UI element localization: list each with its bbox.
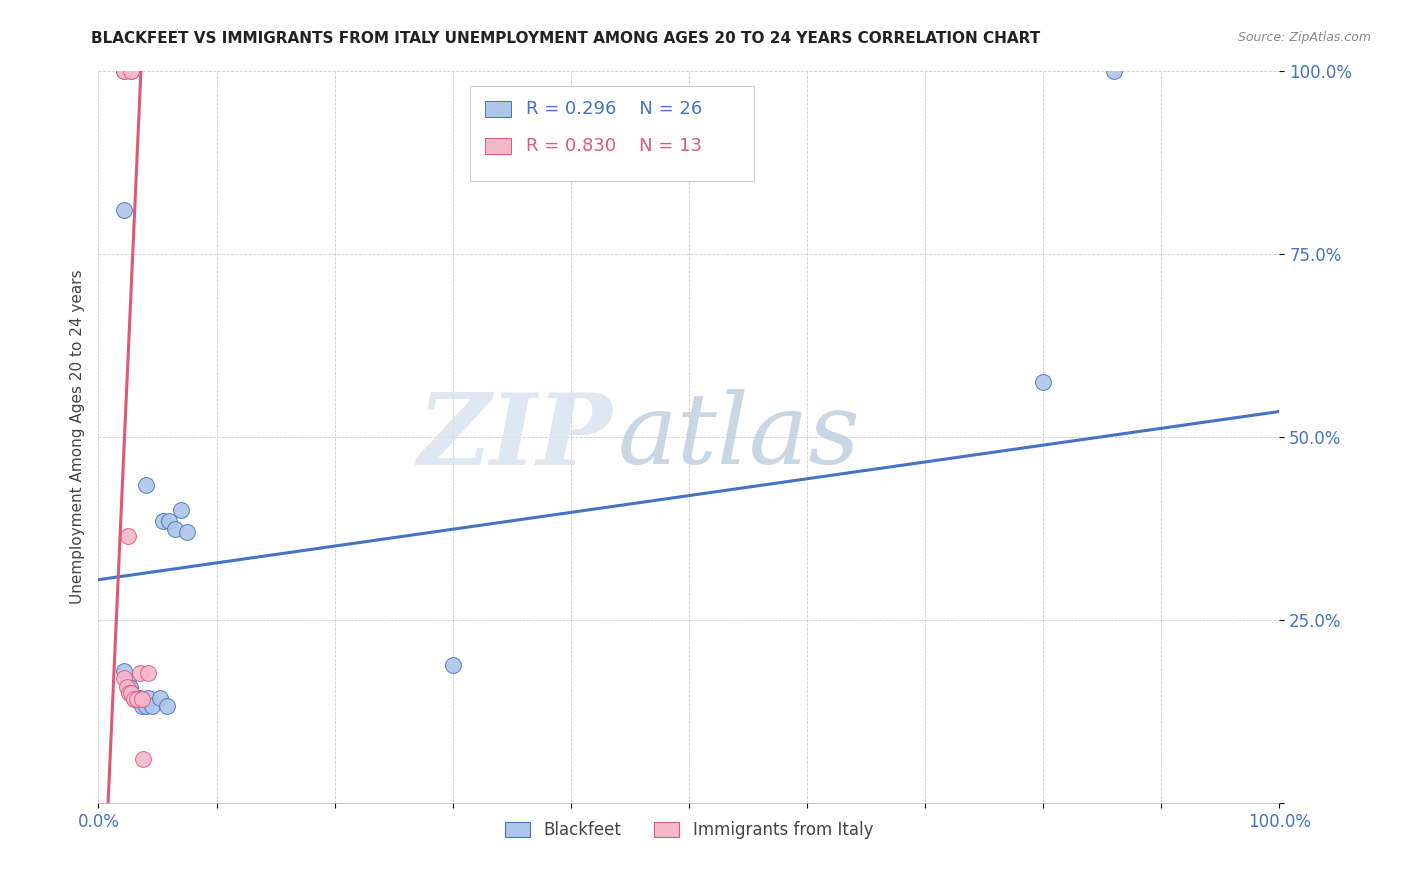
Point xyxy=(1102,64,1125,78)
Point xyxy=(125,691,148,706)
Point xyxy=(128,691,150,706)
Point xyxy=(131,692,153,706)
Point xyxy=(165,521,187,535)
Point xyxy=(112,64,135,78)
Point xyxy=(121,64,143,78)
Point xyxy=(149,691,172,706)
Point xyxy=(121,686,143,700)
Point xyxy=(132,752,155,766)
Point xyxy=(152,514,174,528)
Point xyxy=(121,64,143,78)
Point xyxy=(112,664,135,678)
Point xyxy=(136,691,159,706)
Point xyxy=(135,477,157,491)
FancyBboxPatch shape xyxy=(485,138,510,154)
Point xyxy=(157,514,180,528)
Point xyxy=(112,203,135,218)
Y-axis label: Unemployment Among Ages 20 to 24 years: Unemployment Among Ages 20 to 24 years xyxy=(69,269,84,605)
Point xyxy=(122,691,145,706)
Point xyxy=(1032,376,1054,390)
Point xyxy=(127,692,149,706)
Point xyxy=(118,686,141,700)
Point xyxy=(156,699,179,714)
Point xyxy=(170,503,193,517)
Point xyxy=(135,699,157,714)
Point xyxy=(136,665,159,680)
FancyBboxPatch shape xyxy=(485,102,510,118)
Point xyxy=(122,692,145,706)
Point xyxy=(115,680,138,694)
FancyBboxPatch shape xyxy=(471,86,754,181)
Point xyxy=(112,64,135,78)
Legend: Blackfeet, Immigrants from Italy: Blackfeet, Immigrants from Italy xyxy=(498,814,880,846)
Point xyxy=(117,675,139,690)
Text: Source: ZipAtlas.com: Source: ZipAtlas.com xyxy=(1237,31,1371,45)
Text: atlas: atlas xyxy=(619,390,860,484)
Point xyxy=(176,525,198,540)
Text: ZIP: ZIP xyxy=(418,389,612,485)
Point xyxy=(120,680,142,694)
Text: R = 0.296    N = 26: R = 0.296 N = 26 xyxy=(526,101,702,119)
Point xyxy=(127,693,149,707)
Point xyxy=(117,529,139,543)
Point xyxy=(441,658,464,673)
Point xyxy=(128,665,150,680)
Text: R = 0.830    N = 13: R = 0.830 N = 13 xyxy=(526,137,702,155)
Text: BLACKFEET VS IMMIGRANTS FROM ITALY UNEMPLOYMENT AMONG AGES 20 TO 24 YEARS CORREL: BLACKFEET VS IMMIGRANTS FROM ITALY UNEMP… xyxy=(91,31,1040,46)
Point xyxy=(121,686,143,700)
Point xyxy=(141,699,163,714)
Point xyxy=(112,672,135,686)
Point xyxy=(131,699,153,714)
